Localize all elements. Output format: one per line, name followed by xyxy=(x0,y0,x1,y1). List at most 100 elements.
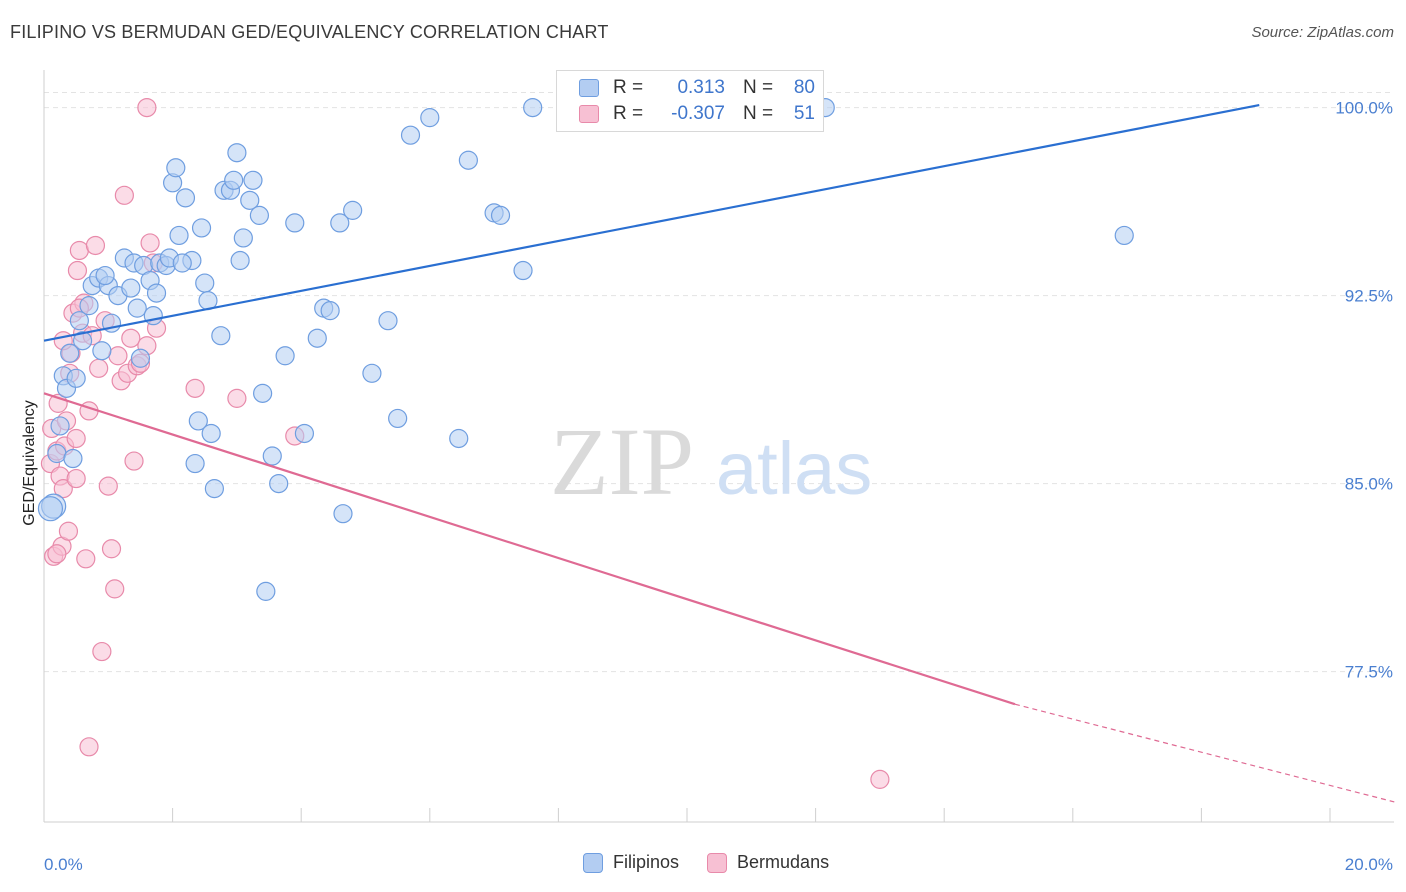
filipinos-point xyxy=(92,341,112,361)
y-tick-label: 100.0% xyxy=(1335,99,1393,118)
legend-item-bermudans[interactable]: Bermudans xyxy=(707,852,829,873)
filipinos-point xyxy=(256,581,276,601)
filipinos-point xyxy=(63,448,83,469)
filipinos-point xyxy=(343,200,363,220)
bermudans-point xyxy=(53,479,73,499)
x-tick-label: 0.0% xyxy=(44,855,83,874)
bermudans-point xyxy=(58,521,79,541)
series-bermudans xyxy=(40,97,890,789)
filipinos-point xyxy=(146,283,167,303)
filipinos-point xyxy=(188,411,208,431)
filipinos-point xyxy=(95,265,115,286)
r-value: 0.313 xyxy=(677,77,725,98)
filipinos-point xyxy=(233,228,253,248)
filipinos-point xyxy=(400,125,421,145)
bermudans-point xyxy=(227,388,247,408)
filipinos-point xyxy=(127,298,147,318)
filipinos-point xyxy=(523,97,543,118)
filipinos-point xyxy=(294,423,315,444)
filipinos-point xyxy=(172,253,192,273)
bermudans-point xyxy=(870,769,890,789)
filipinos-point xyxy=(66,368,86,388)
filipinos-point xyxy=(130,348,151,368)
legend-row-bermudans: R = -0.307 N = 51 xyxy=(579,101,815,127)
filipinos-point xyxy=(224,170,244,190)
bermudans-point xyxy=(185,378,205,398)
filipinos-point xyxy=(307,328,327,348)
bermudans-point xyxy=(108,346,128,366)
y-tick-label: 85.0% xyxy=(1345,475,1393,494)
filipinos-point xyxy=(285,213,305,233)
filipinos-point xyxy=(79,296,99,316)
legend-row-filipinos: R = 0.313 N = 80 xyxy=(579,75,815,101)
bermudans-point xyxy=(67,260,88,281)
watermark: ZIP atlas xyxy=(550,408,872,515)
bermudans-point xyxy=(101,539,122,559)
series-legend: Filipinos Bermudans xyxy=(583,852,857,873)
filipinos-point xyxy=(1114,225,1134,246)
filipinos-point xyxy=(37,496,64,522)
legend-label-filipinos: Filipinos xyxy=(613,852,680,872)
filipinos-point xyxy=(185,453,205,474)
filipinos-point xyxy=(320,301,340,321)
r-label: R = xyxy=(613,77,644,98)
filipinos-point xyxy=(362,363,382,383)
filipinos-legend-swatch xyxy=(583,852,603,873)
filipinos-point xyxy=(378,311,398,331)
r-label: R = xyxy=(613,103,644,124)
filipinos-point xyxy=(449,428,469,449)
filipinos-point xyxy=(204,479,224,499)
series-filipinos xyxy=(37,97,1134,601)
filipinos-point xyxy=(169,225,189,246)
source-credit: Source: ZipAtlas.com xyxy=(1251,24,1394,41)
filipinos-point xyxy=(388,408,408,429)
filipinos-point xyxy=(243,170,263,190)
bermudans-point xyxy=(89,358,109,378)
filipinos-point xyxy=(420,108,440,128)
y-tick-label: 77.5% xyxy=(1345,663,1393,682)
filipinos-point xyxy=(262,446,282,466)
bermudans-point xyxy=(137,97,157,118)
filipinos-point xyxy=(333,504,353,524)
r-value: -0.307 xyxy=(671,103,725,124)
n-label: N = xyxy=(743,103,774,124)
filipinos-point xyxy=(458,150,478,170)
axes xyxy=(43,70,1394,823)
legend-item-filipinos[interactable]: Filipinos xyxy=(583,852,679,873)
filipinos-point xyxy=(72,331,93,351)
bermudans-point xyxy=(69,240,89,261)
bermudans-trend-line xyxy=(43,392,1016,706)
bermudans-point xyxy=(114,185,134,205)
filipinos-point xyxy=(227,143,247,163)
filipinos-point xyxy=(275,346,295,366)
filipinos-trend-line xyxy=(43,104,1260,342)
filipinos-point xyxy=(47,443,67,464)
bermudans-point xyxy=(47,544,67,564)
y-axis-label: GED/Equivalency xyxy=(21,400,38,525)
bermudans-point xyxy=(66,428,86,449)
bermudans-point xyxy=(140,233,160,253)
bermudans-legend-swatch xyxy=(707,852,728,873)
filipinos-point xyxy=(230,250,250,271)
bermudans-point xyxy=(76,549,96,569)
n-value: 80 xyxy=(793,77,815,98)
n-label: N = xyxy=(743,77,774,98)
filipinos-point xyxy=(143,306,163,326)
y-tick-label: 92.5% xyxy=(1345,287,1393,306)
filipinos-point xyxy=(201,423,221,444)
chart-title: FILIPINO VS BERMUDAN GED/EQUIVALENCY COR… xyxy=(10,22,609,42)
filipinos-point xyxy=(166,158,186,178)
tick-labels: 100.0% 92.5% 85.0% 77.5% 0.0% 20.0% xyxy=(44,99,1393,874)
bermudans-swatch xyxy=(579,105,599,123)
bermudans-point xyxy=(124,451,144,471)
watermark-atlas: atlas xyxy=(716,427,872,510)
filipinos-point xyxy=(121,278,141,298)
filipinos-point xyxy=(69,311,89,331)
filipinos-point xyxy=(253,383,273,403)
bermudans-point xyxy=(121,328,141,348)
trend-lines xyxy=(43,104,1395,803)
filipinos-point xyxy=(513,260,533,281)
filipinos-point xyxy=(175,188,196,208)
x-tick-label: 20.0% xyxy=(1345,855,1393,874)
